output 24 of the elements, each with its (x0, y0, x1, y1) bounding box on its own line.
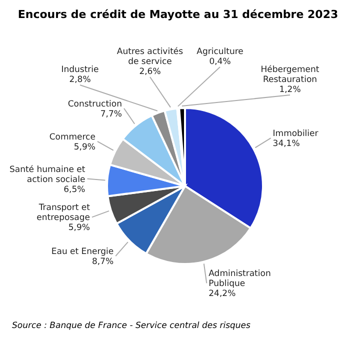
slice-label: Hébergement Restauration (260, 65, 320, 85)
data-label: 24,2% (208, 289, 236, 300)
slice-label: Santé humaine et action sociale (9, 164, 86, 185)
data-label: 8,7% (92, 257, 114, 268)
data-label: 5,9% (74, 142, 96, 152)
slice-label: Administration Publique (208, 269, 271, 290)
slice-label: Eau et Energie (51, 247, 114, 258)
data-label: 0,4% (209, 57, 231, 67)
data-label: 2,6% (139, 67, 161, 77)
slice-label: Industrie (61, 65, 99, 75)
data-label: 5,9% (68, 223, 90, 234)
data-label: 2,8% (69, 75, 91, 85)
slice-label: Construction (68, 99, 122, 110)
slice-label: Transport et entreposage (36, 203, 91, 224)
data-label: 6,5% (64, 184, 86, 195)
slice-label: Immobilier (272, 129, 319, 140)
data-label: 34,1% (272, 139, 300, 150)
data-label: 7,7% (100, 109, 122, 120)
slice-label: Autres activités de service (116, 47, 184, 67)
slice-label: Commerce (49, 132, 96, 142)
source-note: Source : Banque de France - Service central des risques (12, 321, 252, 331)
data-label: 1,2% (279, 85, 301, 95)
chart-title: Encours de crédit de Mayotte au 31 décembre 2023 (16, 8, 340, 21)
slice-label: Agriculture (196, 47, 244, 57)
